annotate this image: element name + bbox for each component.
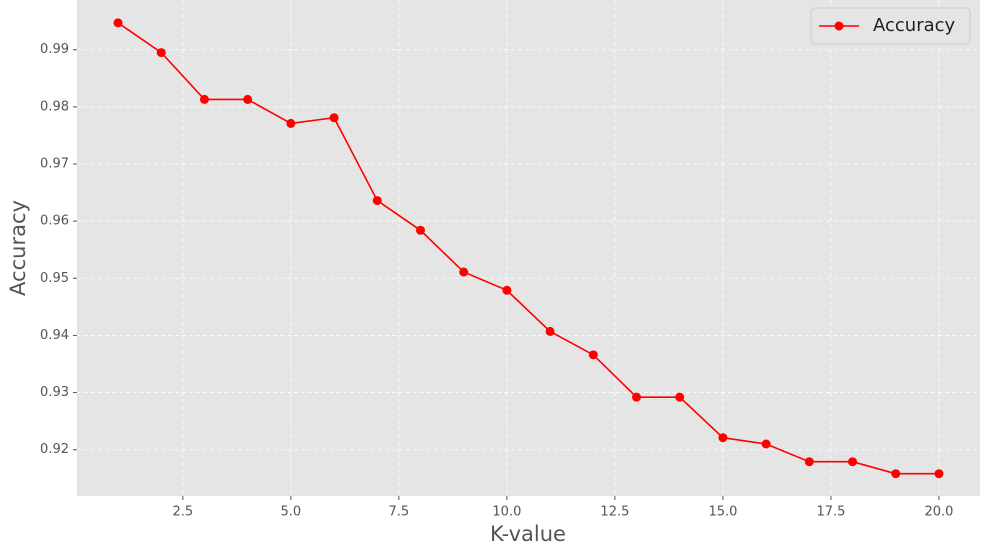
x-tick-label: 12.5 — [600, 505, 629, 520]
data-point — [199, 94, 209, 104]
y-tick-label: 0.94 — [40, 328, 69, 343]
data-point — [502, 285, 512, 295]
x-tick-label: 5.0 — [281, 505, 302, 520]
data-point — [329, 113, 339, 123]
data-point — [934, 469, 944, 479]
data-point — [891, 469, 901, 479]
data-point — [113, 18, 123, 28]
x-tick-label: 20.0 — [924, 505, 953, 520]
legend-marker — [834, 21, 844, 31]
y-tick-label: 0.92 — [40, 442, 69, 457]
x-axis-label: K-value — [490, 522, 566, 546]
data-point — [848, 457, 858, 467]
data-line — [117, 22, 939, 475]
data-point — [675, 392, 685, 402]
data-point — [372, 196, 382, 206]
y-axis-label: Accuracy — [6, 200, 30, 296]
y-tick-label: 0.96 — [40, 214, 69, 229]
data-point — [588, 350, 598, 360]
data-point — [632, 392, 642, 402]
x-tick-label: 2.5 — [173, 505, 194, 520]
plot-area — [77, 0, 980, 496]
data-point — [415, 225, 425, 235]
y-tick-label: 0.97 — [40, 157, 69, 172]
legend-box — [810, 7, 971, 45]
data-point — [761, 439, 771, 449]
data-point — [804, 457, 814, 467]
y-tick-label: 0.99 — [40, 42, 69, 57]
legend: Accuracy — [810, 7, 971, 45]
data-point — [156, 48, 166, 58]
y-tick-label: 0.93 — [40, 385, 69, 400]
data-point — [243, 94, 253, 104]
x-tick-label: 7.5 — [389, 505, 410, 520]
data-point — [545, 326, 555, 336]
data-point — [459, 267, 469, 277]
legend-label: Accuracy — [873, 15, 956, 36]
x-tick-label: 15.0 — [708, 505, 737, 520]
y-tick-label: 0.98 — [40, 99, 69, 114]
x-tick-label: 17.5 — [816, 505, 845, 520]
y-tick-label: 0.95 — [40, 271, 69, 286]
data-point — [286, 118, 296, 128]
data-point — [718, 433, 728, 443]
x-tick-label: 10.0 — [492, 505, 521, 520]
